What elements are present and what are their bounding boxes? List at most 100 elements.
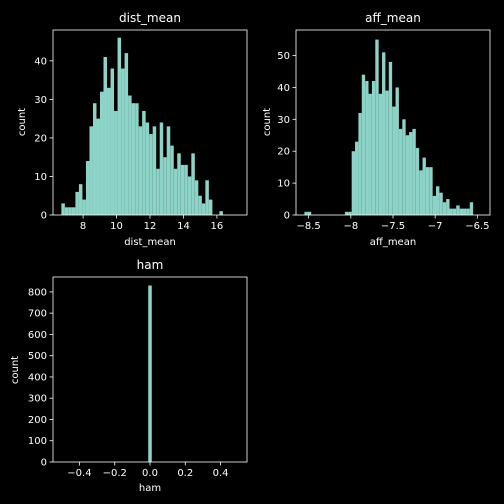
histogram-bar (371, 81, 376, 215)
histogram-bar (361, 74, 366, 215)
histogram-bar (184, 164, 188, 215)
y-tick-label: 40 (34, 56, 47, 67)
bars (304, 39, 474, 216)
y-tick-label: 400 (28, 372, 47, 383)
plot-frame (295, 29, 491, 216)
histogram-bar (439, 192, 443, 215)
histogram-bar (135, 103, 139, 215)
x-tick-label: −8.5 (297, 221, 321, 232)
histogram-bar (85, 161, 90, 215)
histogram-bar (166, 126, 171, 215)
histogram-bar (375, 39, 379, 215)
histogram-bar (348, 211, 352, 215)
histogram-bar (156, 168, 160, 215)
x-axis-ticks: −8.5 −8 −7.5 −7 −6.5 (297, 215, 489, 232)
histogram-bar (78, 184, 83, 215)
histogram-bar (142, 110, 146, 215)
histogram-bar (110, 68, 115, 215)
histogram-bar (68, 207, 72, 215)
histogram-bar (351, 151, 356, 215)
histogram-bar (304, 211, 308, 215)
histogram-bar (422, 157, 426, 215)
x-tick-label: 0.2 (177, 468, 193, 479)
histogram-bar (159, 122, 164, 215)
chart-title: ham (137, 258, 164, 272)
bars (61, 37, 223, 216)
x-axis-ticks: −0.4 −0.2 0.0 0.2 0.4 (67, 462, 228, 479)
y-tick-label: 200 (28, 415, 47, 426)
y-tick-label: 10 (277, 179, 290, 190)
histogram-bar (128, 95, 132, 215)
histogram-bar (442, 202, 447, 215)
histogram-bar (392, 106, 396, 215)
histogram-bar (365, 81, 369, 215)
histogram-bar (446, 199, 450, 215)
x-tick-label: −0.2 (103, 468, 127, 479)
histogram-bar (138, 126, 143, 215)
histogram-bar (89, 126, 93, 215)
histogram-bar (148, 285, 152, 462)
x-axis-label: aff_mean (370, 237, 416, 248)
x-tick-label: −7 (428, 221, 443, 232)
y-tick-label: 0 (41, 211, 47, 222)
histogram-bar (75, 191, 79, 216)
histogram-bar (452, 208, 457, 215)
histogram-bar (409, 132, 413, 215)
histogram-bar (449, 208, 453, 215)
y-tick-label: 0 (284, 211, 290, 222)
histogram-bar (92, 103, 97, 215)
histogram-bar (463, 208, 467, 215)
y-axis-label: count (10, 356, 21, 384)
histogram-bar (201, 203, 206, 215)
y-tick-label: 800 (28, 287, 47, 298)
y-tick-label: 700 (28, 309, 47, 320)
histogram-bar (177, 153, 181, 215)
histogram-bar (412, 128, 416, 215)
y-tick-label: 50 (277, 51, 290, 62)
y-tick-label: 10 (34, 172, 47, 183)
histogram-bar (466, 208, 470, 215)
y-tick-label: 30 (34, 95, 47, 106)
chart-title: dist_mean (119, 11, 181, 25)
histogram-bar (99, 91, 104, 215)
histogram-bar (205, 180, 209, 215)
histogram-bar (64, 207, 69, 215)
histogram-bar (198, 195, 202, 215)
y-tick-label: 500 (28, 351, 47, 362)
histogram-bar (187, 176, 192, 215)
histogram-bar (180, 164, 185, 215)
histogram-bar (103, 56, 108, 216)
histogram-bar (124, 53, 129, 216)
x-tick-label: 10 (110, 221, 123, 232)
plot-frame (52, 276, 248, 463)
histogram-bar (415, 148, 420, 215)
histogram-bar (96, 118, 100, 215)
plot-frame (52, 29, 248, 216)
histogram-bar (61, 203, 65, 215)
x-tick-label: 0.4 (213, 468, 229, 479)
histogram-bar (429, 167, 433, 215)
y-axis-label: count (262, 108, 273, 136)
bars (148, 285, 152, 462)
histogram-bar (307, 211, 312, 215)
histogram-bar (432, 195, 437, 215)
histogram-bar (456, 205, 460, 215)
histogram-bar (388, 61, 393, 216)
histogram-bar (117, 37, 122, 216)
y-tick-label: 20 (34, 133, 47, 144)
y-axis-ticks: 0 10 20 30 40 (34, 56, 53, 222)
histogram-bar (173, 168, 178, 215)
x-tick-label: 14 (177, 221, 190, 232)
x-axis-ticks: 8 10 12 14 16 (80, 215, 223, 232)
chart-aff-mean: aff_mean −8.5 −8 −7.5 −7 −6.5 0 10 20 30 40 50 af… (262, 11, 491, 248)
y-axis-ticks: 0 100 200 300 400 500 600 700 800 (28, 287, 53, 469)
x-tick-label: −0.4 (67, 468, 91, 479)
histogram-bar (82, 199, 86, 215)
histogram-bar (436, 186, 440, 215)
x-axis-label: ham (139, 483, 161, 494)
histogram-bar (378, 93, 383, 215)
x-tick-label: 12 (144, 221, 157, 232)
y-tick-label: 0 (41, 458, 47, 469)
